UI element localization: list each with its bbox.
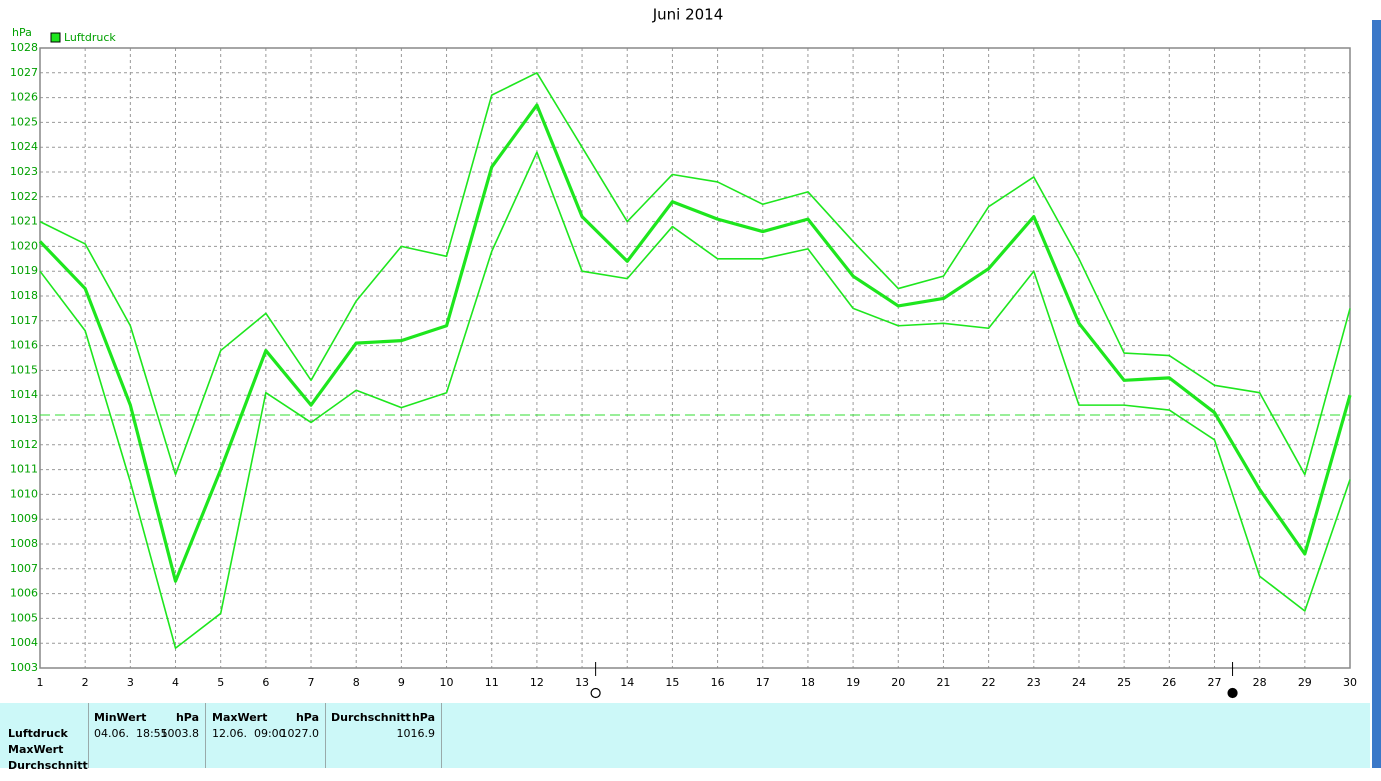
data-line (39, 151, 1351, 649)
y-tick-label: 1027 (10, 66, 38, 79)
header-unit: hPa (295, 711, 319, 724)
x-tick-label: 13 (575, 676, 589, 689)
x-tick-label: 20 (891, 676, 905, 689)
x-tick-label: 28 (1253, 676, 1267, 689)
y-tick-label: 1012 (10, 438, 38, 451)
cell-text: 1003.8 (160, 727, 200, 740)
x-tick-label: 25 (1117, 676, 1131, 689)
cell: MaxWert hPa 12.06. 09:00 1027.0 (205, 703, 325, 768)
x-tick-label: 29 (1298, 676, 1312, 689)
y-tick-label: 1004 (10, 636, 38, 649)
legend-label: Luftdruck (64, 31, 116, 44)
header: MaxWert (212, 711, 268, 724)
y-tick-label: 1003 (10, 661, 38, 674)
x-tick-label: 14 (620, 676, 634, 689)
y-tick-label: 1005 (10, 611, 38, 624)
scrollbar-edge (1370, 0, 1381, 768)
x-tick-label: 4 (172, 676, 179, 689)
y-tick-label: 1021 (10, 215, 38, 228)
legend-swatch (50, 32, 61, 43)
y-tick-label: 1025 (10, 115, 38, 128)
x-tick-label: 26 (1162, 676, 1176, 689)
y-tick-label: 1028 (10, 41, 38, 54)
x-tick-label: 8 (353, 676, 360, 689)
y-tick-label: 1011 (10, 463, 38, 476)
y-tick-label: 1013 (10, 413, 38, 426)
cell-text: 04.06. 18:55 (94, 727, 168, 740)
y-tick-label: 1008 (10, 537, 38, 550)
x-tick-label: 15 (665, 676, 679, 689)
x-tick-label: 7 (308, 676, 315, 689)
x-tick-label: 21 (936, 676, 950, 689)
header: MinWert (94, 711, 147, 724)
x-tick-label: 17 (756, 676, 770, 689)
y-axis-label: hPa (12, 26, 32, 39)
chart-title: Juni 2014 (652, 6, 724, 24)
cell-text: 1016.9 (396, 727, 436, 740)
y-tick-label: 1017 (10, 314, 38, 327)
data-line (39, 72, 1351, 476)
row-label: Luftdruck (8, 727, 68, 740)
x-tick-label: 22 (982, 676, 996, 689)
x-tick-label: 11 (485, 676, 499, 689)
x-tick-label: 5 (217, 676, 224, 689)
y-tick-label: 1016 (10, 339, 38, 352)
y-tick-label: 1015 (10, 363, 38, 376)
y-tick-label: 1023 (10, 165, 38, 178)
y-tick-label: 1010 (10, 487, 38, 500)
y-tick-label: 1020 (10, 239, 38, 252)
header: Durchschnitt (331, 711, 411, 724)
row-label: Durchschnitt (8, 759, 88, 772)
x-tick-label: 9 (398, 676, 405, 689)
x-tick-label: 18 (801, 676, 815, 689)
y-tick-label: 1014 (10, 388, 38, 401)
y-tick-label: 1006 (10, 587, 38, 600)
x-tick-label: 23 (1027, 676, 1041, 689)
x-tick-label: 19 (846, 676, 860, 689)
cell: Durchschnitt hPa 1016.9 (325, 703, 442, 768)
x-tick-label: 6 (262, 676, 269, 689)
x-tick-label: 24 (1072, 676, 1086, 689)
header-unit: hPa (175, 711, 199, 724)
x-tick-label: 16 (711, 676, 725, 689)
stats-panel: Luftdruck MaxWert Durchschnitt MinWert h… (0, 703, 1370, 772)
y-tick-label: 1019 (10, 264, 38, 277)
cell: MinWert hPa 04.06. 18:55 1003.8 (88, 703, 205, 768)
edge-bar (1372, 20, 1381, 768)
cell-text: 12.06. 09:00 (212, 727, 286, 740)
row-label: MaxWert (8, 743, 64, 756)
y-tick-label: 1026 (10, 91, 38, 104)
x-tick-label: 2 (82, 676, 89, 689)
y-tick-label: 1022 (10, 190, 38, 203)
x-tick-label: 1 (37, 676, 44, 689)
plot-frame (39, 47, 1351, 669)
y-tick-label: 1007 (10, 562, 38, 575)
cell-text: 1027.0 (280, 727, 320, 740)
moon-marker (590, 687, 601, 699)
moon-marker (1227, 687, 1238, 699)
x-tick-label: 10 (440, 676, 454, 689)
y-tick-label: 1024 (10, 140, 38, 153)
y-tick-label: 1009 (10, 512, 38, 525)
y-tick-label: 1018 (10, 289, 38, 302)
x-tick-label: 12 (530, 676, 544, 689)
data-line (38, 103, 1352, 583)
x-tick-label: 27 (1207, 676, 1221, 689)
header-unit: hPa (411, 711, 435, 724)
chart: Juni 2014 hPa 1003 1004 1005 1006 1007 1008 10… (10, 6, 1357, 699)
x-tick-label: 30 (1343, 676, 1357, 689)
x-tick-label: 3 (127, 676, 134, 689)
